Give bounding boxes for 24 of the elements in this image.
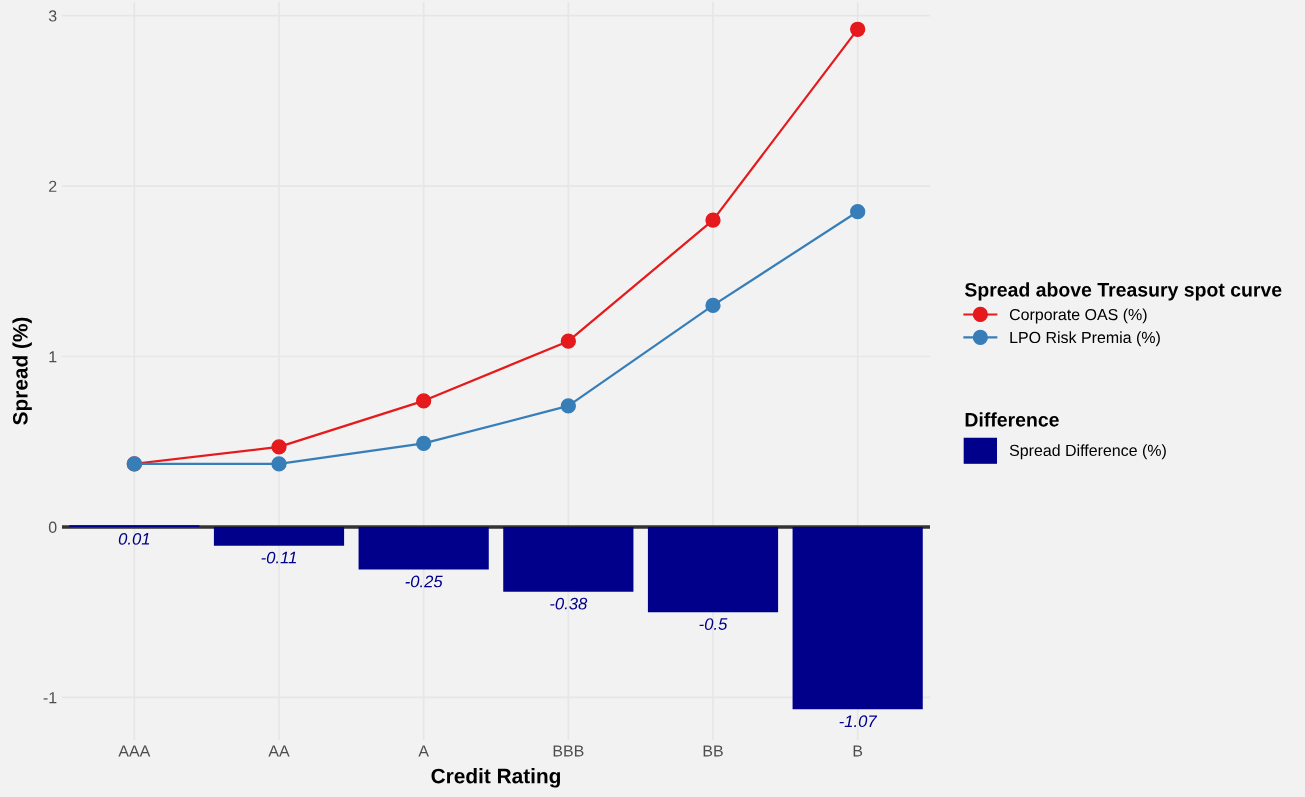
y-tick-label: 2 [49,180,57,192]
text: Spread above Treasury spot curve [964,282,1282,301]
x-tick-label: A [418,745,429,757]
x-tick-label: AAA [118,745,151,757]
legend-label: Corporate OAS (%) [1009,308,1147,324]
x-tick-label: BBB [553,745,584,757]
data-label: 0.01 [118,532,150,545]
x-tick-label: B [853,745,863,757]
y-tick-label: 1 [49,351,57,363]
x-tick-label: BB [703,745,723,757]
data-label: -0.38 [550,597,588,610]
text: Difference [965,412,1059,427]
x-tick-label: AA [268,745,290,757]
data-label: -0.5 [699,618,728,630]
y-tick-label: 0 [48,521,57,533]
x-axis-title: Credit Rating [431,768,560,788]
data-label: -1.07 [839,715,878,728]
y-tick-label: 3 [48,10,57,22]
legend-label: Spread Difference (%) [1009,444,1166,460]
y-axis-title: Spread (%) [12,317,32,425]
y-tick-label: -1 [43,692,57,704]
data-label: -0.11 [261,551,296,564]
legend-label: LPO Risk Premia (%) [1010,331,1160,347]
data-label: -0.25 [405,575,443,588]
